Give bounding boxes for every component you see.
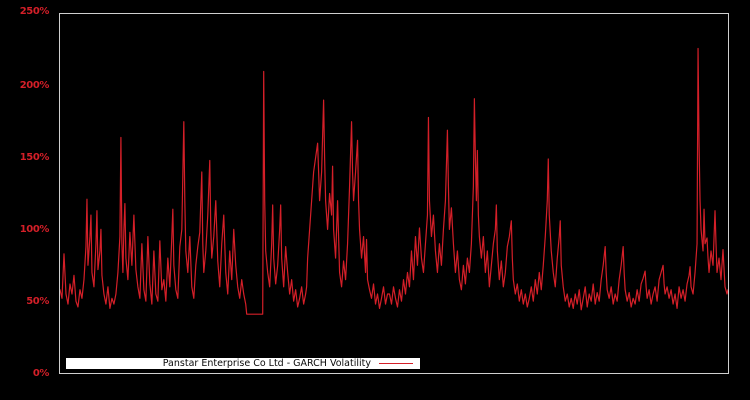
legend-label: Panstar Enterprise Co Ltd - GARCH Volati…: [162, 357, 371, 369]
y-tick-label-200: 200%: [19, 80, 50, 91]
legend-line-swatch: [379, 363, 413, 364]
plot-area: [59, 13, 729, 374]
y-tick-label-0: 0%: [32, 368, 50, 379]
y-tick-label-250: 250%: [19, 6, 50, 17]
garch-volatility-series: [60, 47, 728, 315]
y-tick-label-150: 150%: [19, 152, 50, 163]
legend: Panstar Enterprise Co Ltd - GARCH Volati…: [66, 358, 420, 369]
y-tick-label-50: 50%: [26, 296, 49, 307]
y-tick-label-100: 100%: [19, 224, 50, 235]
volatility-line-chart: [60, 47, 728, 315]
